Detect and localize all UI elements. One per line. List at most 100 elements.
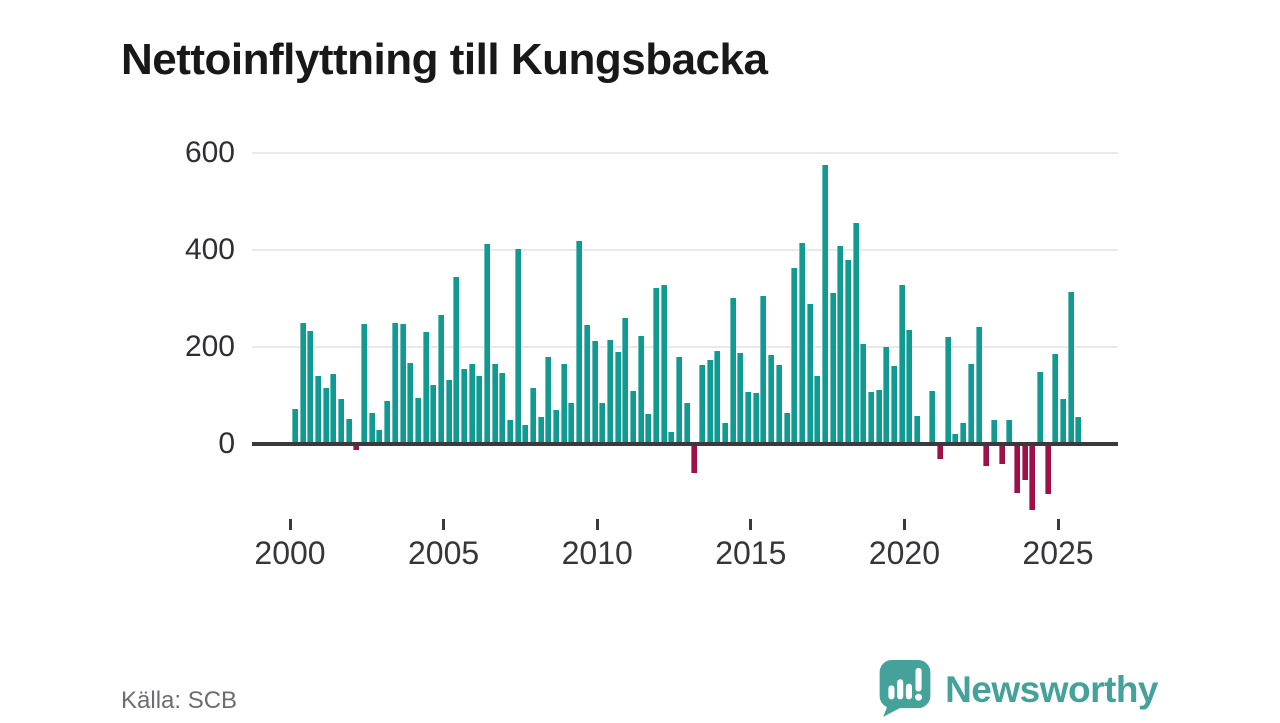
- bar: [384, 400, 391, 444]
- bar: [722, 423, 729, 444]
- bar: [837, 245, 844, 444]
- bar: [568, 402, 575, 444]
- bar: [315, 376, 322, 444]
- bar: [967, 363, 974, 444]
- bar: [783, 412, 790, 444]
- bar: [998, 444, 1005, 464]
- x-axis-label-2005: 2005: [408, 535, 480, 571]
- bar: [522, 424, 529, 444]
- bar: [484, 244, 490, 444]
- x-axis-label-2010: 2010: [561, 535, 633, 571]
- bar: [1075, 417, 1082, 444]
- bar: [699, 364, 706, 444]
- y-axis-label-200: 200: [184, 329, 235, 363]
- brand-footer: Newsworthy: [877, 659, 1158, 720]
- bar: [361, 323, 368, 444]
- bar: [814, 376, 821, 444]
- bar: [591, 341, 598, 444]
- gridline-200: [252, 345, 1118, 348]
- x-axis-tick-2025: [1056, 519, 1060, 530]
- bar: [292, 409, 298, 444]
- bar: [868, 391, 874, 444]
- bar: [891, 366, 898, 444]
- bar: [844, 259, 851, 444]
- source-caption: Källa: SCB: [121, 687, 238, 714]
- x-axis-label-2015: 2015: [715, 535, 787, 571]
- bar: [622, 317, 629, 444]
- bar: [714, 350, 721, 444]
- bar: [491, 363, 498, 444]
- bar: [729, 298, 736, 444]
- bar: [530, 388, 537, 444]
- bar: [614, 351, 621, 444]
- bar: [798, 243, 805, 444]
- bar: [952, 434, 959, 444]
- bar: [407, 362, 414, 444]
- bar: [1060, 398, 1066, 444]
- bar: [829, 293, 836, 444]
- bar: [414, 397, 421, 444]
- bar: [476, 376, 483, 444]
- bar: [1036, 372, 1043, 444]
- x-axis-tick-2005: [442, 519, 446, 530]
- y-axis-label-600: 600: [184, 135, 235, 169]
- bar: [1021, 444, 1028, 480]
- bar: [545, 356, 552, 444]
- bar: [445, 380, 452, 444]
- bar: [307, 331, 314, 444]
- x-axis-label-2025: 2025: [1022, 535, 1094, 571]
- bar: [737, 353, 744, 444]
- bar: [437, 315, 444, 444]
- y-axis-label-0: 0: [218, 427, 235, 460]
- bar: [514, 249, 521, 444]
- bar: [929, 390, 936, 444]
- bar: [706, 360, 713, 444]
- bar: [453, 276, 460, 444]
- bar: [883, 346, 890, 444]
- bar: [553, 410, 560, 444]
- bar: [960, 422, 967, 444]
- page-title: Nettoinflyttning till Kungsbacka: [121, 35, 768, 85]
- bar: [668, 431, 675, 444]
- bar: [322, 388, 329, 444]
- x-axis-tick-2000: [288, 519, 292, 530]
- bar: [430, 385, 437, 444]
- bar: [460, 368, 467, 444]
- y-axis-label-400: 400: [184, 232, 235, 266]
- bar: [775, 364, 782, 444]
- bar: [745, 391, 752, 444]
- brand-wordmark: Newsworthy: [945, 669, 1158, 710]
- bar: [875, 390, 882, 444]
- gridline-400: [252, 248, 1118, 251]
- bar: [330, 373, 337, 444]
- bar: [676, 356, 682, 444]
- bar: [1029, 444, 1036, 510]
- bar: [391, 322, 398, 444]
- bar: [637, 336, 644, 444]
- bar: [1006, 419, 1013, 444]
- bar: [852, 223, 859, 444]
- gridline-600: [252, 151, 1118, 154]
- bar: [944, 337, 951, 444]
- bar: [576, 241, 583, 444]
- bar: [507, 419, 514, 444]
- bar: [983, 444, 990, 467]
- bar: [860, 343, 867, 444]
- bar: [791, 267, 798, 444]
- bar: [914, 416, 921, 444]
- bar: [1044, 444, 1051, 494]
- bar: [1067, 292, 1074, 444]
- bar: [937, 444, 944, 459]
- bar: [1013, 444, 1020, 493]
- x-axis-label-2000: 2000: [254, 535, 326, 571]
- x-axis-label-2020: 2020: [868, 535, 940, 571]
- bar: [537, 417, 544, 444]
- bar: [806, 304, 813, 444]
- bar: [368, 412, 375, 444]
- bar: [376, 430, 383, 444]
- bar: [299, 322, 306, 444]
- bar: [990, 420, 997, 444]
- bar: [583, 325, 590, 444]
- bar: [652, 287, 659, 444]
